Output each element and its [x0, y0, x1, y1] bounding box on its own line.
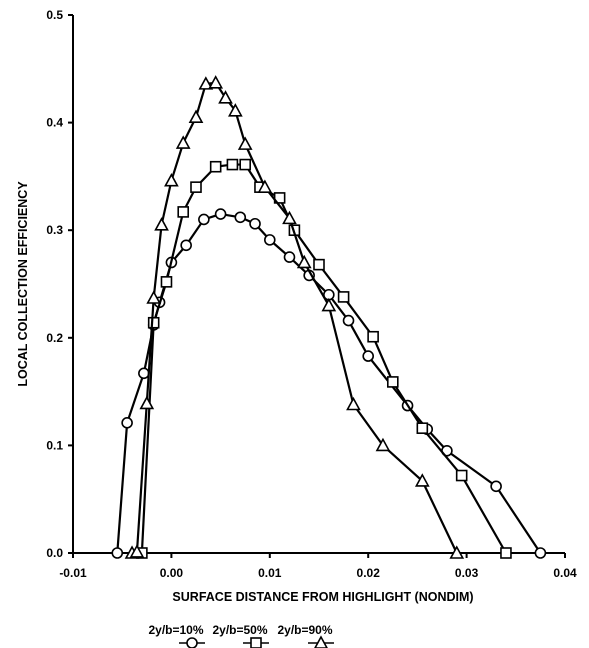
x-axis-title: SURFACE DISTANCE FROM HIGHLIGHT (NONDIM): [172, 590, 473, 604]
data-point-triangle: [296, 254, 312, 269]
series-circle: [111, 208, 547, 559]
data-point-square: [386, 376, 399, 388]
data-point-triangle: [237, 136, 253, 150]
y-tick-label: 0.2: [46, 331, 63, 345]
data-point-circle: [263, 234, 276, 246]
data-point-triangle: [198, 76, 214, 90]
data-point-circle: [111, 547, 124, 559]
data-point-triangle: [282, 210, 297, 225]
data-point-triangle: [321, 297, 337, 312]
data-point-circle: [490, 480, 502, 493]
legend-label: 2y/b=50%: [212, 623, 267, 637]
data-point-triangle: [139, 395, 155, 410]
data-point-triangle: [129, 544, 145, 558]
data-point-square: [455, 469, 468, 482]
legend-marker-triangle: [314, 635, 328, 648]
data-point-triangle: [375, 437, 391, 452]
data-point-square: [239, 158, 251, 171]
x-axis: -0.01 0.00 0.01 0.02 0.03 0.04: [59, 552, 577, 580]
series-triangle: [124, 75, 465, 559]
data-point-square: [337, 291, 350, 303]
y-tick-label: 0.4: [46, 116, 63, 130]
data-point-circle: [342, 314, 355, 327]
data-point-triangle: [175, 135, 191, 149]
data-point-circle: [138, 367, 150, 380]
data-point-triangle: [346, 396, 361, 411]
data-point-triangle: [164, 173, 179, 187]
data-point-triangle: [228, 103, 243, 117]
legend-item: 2y/b=10%: [148, 623, 205, 648]
y-axis: 0.0 0.1 0.2 0.3 0.4 0.5: [46, 8, 74, 560]
data-point-triangle: [218, 90, 233, 104]
data-point-square: [209, 160, 222, 173]
data-point-square: [147, 316, 160, 329]
series-layer: [111, 75, 547, 559]
data-point-circle: [283, 251, 296, 263]
x-tick-label: -0.01: [59, 566, 87, 580]
data-point-square: [313, 258, 325, 271]
data-point-triangle: [414, 473, 430, 487]
legend-marker-square: [250, 637, 262, 648]
legend-item: 2y/b=90%: [277, 623, 334, 648]
x-tick-label: 0.01: [258, 566, 282, 580]
data-point-circle: [121, 417, 133, 429]
legend-marker-circle: [186, 637, 198, 648]
x-tick-label: 0.03: [455, 566, 479, 580]
data-point-triangle: [449, 545, 465, 559]
data-point-square: [500, 547, 512, 559]
data-point-circle: [534, 547, 547, 559]
data-point-triangle: [188, 109, 204, 124]
data-point-circle: [214, 208, 227, 220]
data-point-square: [367, 330, 379, 343]
y-tick-label: 0.1: [46, 438, 63, 452]
data-point-triangle: [154, 217, 169, 231]
x-tick-label: 0.00: [160, 566, 184, 580]
series-line: [140, 163, 507, 554]
y-axis-title: LOCAL COLLECTION EFFICIENCY: [16, 181, 30, 387]
data-point-triangle: [208, 75, 224, 89]
legend-label: 2y/b=10%: [148, 623, 203, 637]
data-point-circle: [234, 211, 247, 224]
data-point-square: [190, 181, 202, 193]
x-tick-label: 0.04: [553, 566, 577, 580]
data-point-triangle: [146, 290, 162, 304]
data-point-circle: [180, 239, 192, 252]
data-point-square: [160, 276, 173, 288]
data-point-circle: [198, 213, 210, 226]
legend-label: 2y/b=90%: [277, 623, 332, 637]
series-square: [136, 158, 512, 559]
series-line: [131, 81, 458, 555]
legend-item: 2y/b=50%: [212, 623, 269, 648]
x-tick-label: 0.02: [357, 566, 381, 580]
data-point-circle: [249, 217, 261, 230]
y-tick-label: 0.5: [46, 8, 63, 22]
data-point-square: [226, 158, 239, 171]
y-tick-label: 0.0: [46, 546, 63, 560]
data-point-square: [177, 206, 190, 218]
legend: 2y/b=10% 2y/b=50% 2y/b=90%: [148, 623, 334, 648]
data-point-triangle: [257, 179, 273, 193]
data-point-circle: [362, 350, 375, 362]
data-point-square: [416, 422, 429, 434]
y-tick-label: 0.3: [46, 223, 63, 237]
